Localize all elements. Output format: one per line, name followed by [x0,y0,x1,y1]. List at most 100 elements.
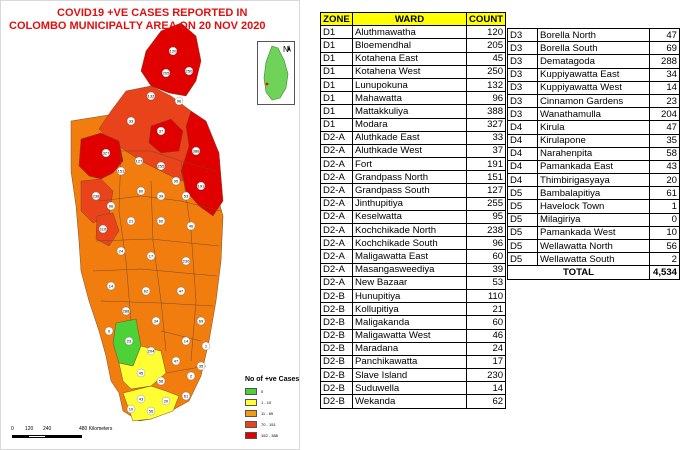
ward-marker [201,341,211,351]
ward-marker [146,251,156,261]
zone-cell: D1 [320,77,353,93]
zone-cell: D2-B [320,302,353,317]
ward-marker-label: 120 [170,48,177,53]
table-row: D1 Mahawatta 96 [320,91,507,106]
ward-cell: Modara [352,117,467,132]
zone-cell: D1 [320,25,353,40]
ward-area-red-orange-middle [95,212,120,247]
scale-segment [46,435,82,438]
count-cell: 45 [465,51,507,66]
zone-cell: D2-A [320,170,353,185]
count-cell: 60 [465,315,507,330]
ward-marker-label: 21 [129,218,134,223]
header-count: COUNT [465,11,507,27]
count-cell: 1 [649,199,680,214]
table-row: D2-A Aluthkade West 37 [320,143,507,159]
ward-marker [186,221,196,231]
ward-marker [126,116,136,126]
ward-marker-label: 110 [100,226,107,231]
ward-marker-label: 62 [144,288,149,293]
count-cell: 58 [649,146,680,161]
ward-marker-label: 288 [123,308,130,313]
ward-marker [176,286,186,296]
zone-cell: D4 [507,159,538,175]
total-label: TOTAL [507,265,650,280]
ward-area-yellow-southwest [122,385,180,422]
ward-area-dark-red-northeast [180,110,224,217]
table-row: D4 Pamankada East 43 [507,159,680,175]
zone-cell: D1 [320,51,353,66]
ward-cell: Suduwella [352,381,467,396]
ward-cell: Kochchikade North [352,222,467,238]
count-cell: 56 [649,238,680,254]
ward-marker [181,336,191,346]
ward-cell: Mattakkuliya [352,104,467,119]
ward-marker [181,256,191,266]
north-letter: N [283,45,289,54]
ward-marker [134,156,144,166]
table-row: D2-A Jinthupitiya 255 [320,196,507,211]
ward-marker-label: 69 [199,318,204,323]
count-cell: 230 [465,368,507,383]
table-row: D1 Aluthmawatha 120 [320,25,507,40]
count-cell: 39 [465,262,507,277]
ward-cell: Kochchikade South [352,236,467,251]
ward-marker [126,216,136,226]
ward-marker [146,91,156,101]
scale-label: 120 [25,426,34,432]
count-cell: 62 [465,394,507,409]
table-row: D5 Havelock Town 1 [507,199,680,214]
count-cell: 95 [465,209,507,225]
count-cell: 14 [465,381,507,396]
table-row: D2-B Maradana 24 [320,341,507,356]
table-row: D2-B Kollupitiya 21 [320,302,507,317]
ward-cell: Wanathamulla [537,107,650,122]
zone-cell: D2-A [320,262,353,277]
count-cell: 96 [465,91,507,106]
ward-marker [191,146,201,156]
count-cell: 205 [465,38,507,53]
table-row: D1 Lunupokuna 132 [320,77,507,93]
table-row: D3 Borella South 69 [507,41,680,56]
legend-swatch [245,399,257,406]
ward-marker-label: 17 [149,253,154,258]
ward-marker [181,391,191,401]
header-ward: WARD [352,11,467,27]
count-cell: 255 [465,196,507,211]
ward-marker-label: 151 [118,168,125,173]
count-cell: 46 [465,328,507,343]
table-row: D2-A Aluthkade East 33 [320,130,507,145]
ward-cell: Mahawatta [352,91,467,106]
zone-cell: D2-B [320,315,353,330]
ward-cell: Slave Island [352,368,467,383]
legend-label: 70 - 151 [261,422,276,427]
zone-cell: D2-B [320,368,353,383]
sri-lanka-inset-map [257,41,295,105]
ward-cell: Keselwatta [352,209,467,225]
legend-label: 1 - 10 [261,400,272,405]
zone-cell: D4 [507,133,538,148]
ward-marker [136,394,146,404]
legend-swatch [245,432,257,439]
zone-cell: D3 [507,67,538,82]
ward-marker-label: 60 [139,188,144,193]
zone-cell: D4 [507,146,538,161]
map-legend: No of +ve Cases 0 1 - 10 11 - 69 70 - 15… [245,376,301,441]
legend-item: 1 - 10 [245,397,301,408]
table-row: D3 Kuppiyawatta West 14 [507,80,680,95]
ward-marker-label: 255 [158,163,165,168]
ward-marker [171,176,181,186]
zone-cell: D4 [507,173,538,188]
ward-marker [156,191,166,201]
legend-item: 70 - 151 [245,419,301,430]
count-cell: 96 [465,236,507,251]
ward-marker [156,126,166,136]
ward-marker-label: 37 [159,128,164,133]
count-cell: 120 [465,25,507,40]
ward-marker-label: 2 [190,373,193,378]
ward-cell: Lunupokuna [352,77,467,93]
ward-marker-label: 53 [184,193,189,198]
count-cell: 53 [465,275,507,290]
